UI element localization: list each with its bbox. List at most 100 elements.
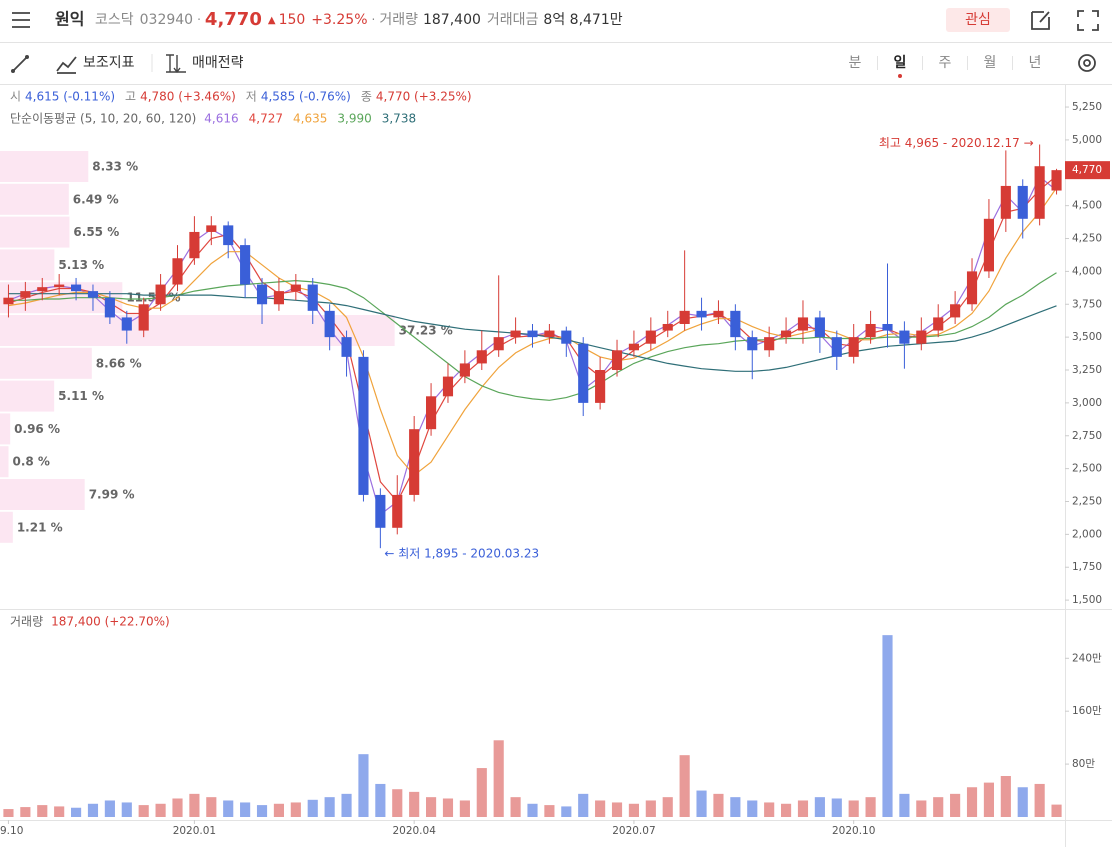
ohlc-value: 4,585 (-0.76%) — [261, 90, 351, 104]
candle-body — [1000, 185, 1011, 219]
volume-label: 거래량 — [379, 12, 418, 28]
ma-legend-value: 4,727 — [249, 112, 283, 126]
draw-tool-icon[interactable] — [11, 55, 29, 73]
volume-bar — [375, 783, 386, 817]
period-tab[interactable]: 분 — [849, 55, 862, 71]
volume-bar — [307, 799, 318, 817]
volume-bar — [104, 800, 115, 817]
candle-body — [679, 310, 690, 324]
candle-body — [950, 304, 961, 318]
strategy-button[interactable]: 매매전략 — [192, 55, 244, 71]
price-tag — [1065, 161, 1110, 180]
period-tab[interactable]: 년 — [1029, 55, 1042, 71]
candle-body — [37, 287, 48, 292]
volume-bar — [155, 803, 166, 817]
volume-bar — [256, 805, 268, 817]
candle-body — [240, 245, 251, 285]
volume-bar — [20, 807, 31, 817]
amount-label: 거래대금 — [487, 12, 539, 28]
edit-icon[interactable] — [1031, 11, 1050, 30]
favorite-label[interactable]: 관심 — [965, 12, 991, 28]
volume-profile-bar — [0, 511, 13, 543]
volume-bar — [848, 800, 859, 817]
volume-bar — [1034, 783, 1045, 817]
candle-body — [848, 337, 859, 357]
volume-profile-label: 7.99 % — [89, 488, 135, 502]
candle-body — [1034, 166, 1045, 219]
candle-body — [713, 310, 724, 318]
candle-body — [409, 429, 420, 495]
volume-bar — [223, 800, 234, 817]
y-tick-label: 3,750 — [1072, 298, 1102, 310]
ma-legend-value: 4,635 — [293, 112, 327, 126]
candle-body — [831, 337, 842, 357]
favorite-button[interactable] — [946, 8, 1010, 32]
candle-body — [307, 284, 318, 311]
volume-bar — [206, 797, 217, 817]
volume-bar — [679, 755, 690, 817]
volume-bar — [781, 803, 792, 817]
ma-legend-value: 3,990 — [337, 112, 371, 126]
volume-bar — [426, 797, 437, 817]
ohlc-value: 4,770 (+3.25%) — [376, 90, 472, 104]
indicators-button[interactable]: 보조지표 — [83, 55, 135, 71]
volume-profile-label: 1.21 % — [17, 520, 63, 534]
x-tick-label: 9.10 — [0, 825, 23, 837]
ma-legend-value: 4,616 — [204, 112, 238, 126]
moving-average-line — [8, 272, 1057, 401]
y-tick-label: 2,750 — [1072, 430, 1102, 442]
candle-body — [54, 284, 65, 288]
volume-profile-label: 0.8 % — [12, 455, 49, 469]
volume-bar — [611, 802, 623, 817]
volume: 187,400 — [423, 12, 481, 28]
volume-profile-bar — [0, 446, 9, 478]
candle-body — [966, 271, 978, 305]
price-tag-label: 4,770 — [1072, 164, 1102, 176]
y-tick-label: 3,250 — [1072, 364, 1102, 376]
period-tab[interactable]: 일 — [894, 55, 907, 71]
candle-body — [138, 304, 149, 331]
settings-icon[interactable] — [1078, 54, 1096, 72]
volume-bar — [54, 806, 65, 817]
candle-body — [865, 323, 876, 338]
fullscreen-icon[interactable] — [1077, 10, 1099, 31]
volume-bar — [442, 798, 454, 817]
volume-bar — [747, 800, 758, 817]
candle-body — [375, 494, 386, 528]
volume-profile-label: 8.66 % — [96, 356, 142, 370]
indicator-icon[interactable] — [56, 56, 77, 74]
candle-body — [933, 317, 944, 331]
period-tab[interactable]: 주 — [939, 55, 952, 71]
market: 코스닥 — [95, 12, 134, 28]
x-tick-label: 2020.01 — [173, 825, 216, 837]
menu-icon[interactable] — [12, 12, 30, 28]
y-tick-label: 2,000 — [1072, 528, 1102, 540]
candle-body — [561, 330, 572, 344]
volume-bar — [1017, 787, 1028, 817]
y-tick-label: 2,500 — [1072, 463, 1102, 475]
candle-body — [358, 356, 369, 495]
volume-bar — [341, 793, 352, 817]
volume-profile-label: 37.23 % — [399, 324, 453, 338]
x-tick-label: 2020.10 — [832, 825, 875, 837]
candle-body — [781, 330, 792, 338]
price: 4,770 — [205, 9, 262, 30]
candle-body — [392, 494, 403, 528]
strategy-icon[interactable] — [166, 54, 186, 74]
ma-legend-value: 3,738 — [382, 112, 416, 126]
volume-bar — [578, 793, 589, 817]
volume-bar — [527, 803, 538, 817]
candle-body — [595, 370, 606, 403]
volume-bar — [1051, 804, 1062, 817]
volume-bar — [662, 797, 673, 817]
x-tick-label: 2020.04 — [392, 825, 436, 837]
volume-bar — [814, 797, 825, 817]
volume-bar — [290, 802, 301, 817]
y-tick-label: 5,000 — [1072, 134, 1102, 146]
candle-body — [476, 350, 487, 364]
candle-body — [645, 330, 656, 344]
volume-bar — [933, 797, 944, 817]
period-tab[interactable]: 월 — [984, 55, 997, 71]
volume-bar — [273, 803, 284, 817]
